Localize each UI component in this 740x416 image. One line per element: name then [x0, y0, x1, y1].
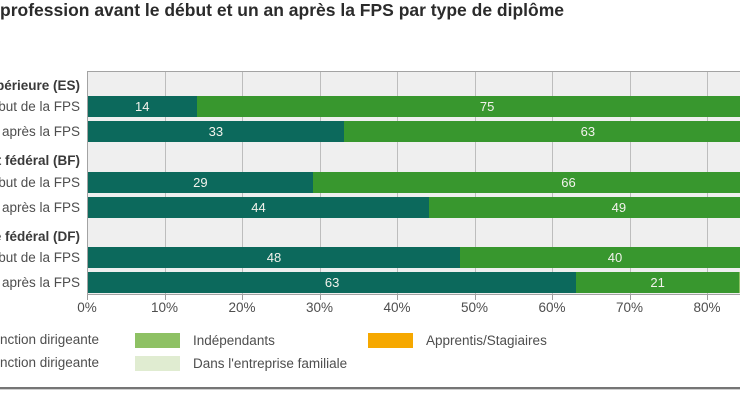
chart-title: profession avant le début et un an après… — [0, 0, 565, 20]
legend-label: Indépendants — [193, 332, 275, 348]
legend-item-fonction-dirigeante-2: nction dirigeante — [0, 354, 99, 370]
group-label: t fédéral (BF) — [0, 153, 80, 168]
group-label: e fédéral (DF) — [0, 229, 80, 244]
bar-segment-fonction_dirigeante_2: 21 — [576, 272, 739, 293]
legend-swatch — [135, 332, 180, 348]
axis-tick — [319, 295, 321, 300]
row-label: après la FPS — [1, 124, 80, 139]
x-tick-label: 60% — [538, 300, 566, 315]
legend-item-apprentis-stagiaires: Apprentis/Stagiaires — [368, 332, 547, 348]
bar-segment-fonction_dirigeante_2: 49 — [429, 197, 740, 218]
bottom-divider — [0, 387, 740, 390]
legend-label: nction dirigeante — [0, 331, 100, 347]
bar-segment-fonction_dirigeante_1: 29 — [88, 172, 313, 193]
legend-item-entreprise-familiale: Dans l'entreprise familiale — [135, 355, 347, 371]
row-label: après la FPS — [1, 200, 80, 215]
axis-tick — [242, 295, 243, 300]
legend-swatch — [135, 355, 180, 371]
x-tick-label: 20% — [228, 300, 256, 315]
x-tick-label: 50% — [460, 300, 489, 315]
axis-tick — [707, 295, 708, 300]
legend-label: nction dirigeante — [0, 354, 100, 370]
axis-tick — [87, 295, 88, 300]
axis-tick — [397, 295, 398, 300]
bar-segment-fonction_dirigeante_1: 44 — [88, 197, 429, 218]
row-label: but de la FPS — [0, 250, 80, 265]
axis-tick — [474, 295, 476, 300]
row-label: but de la FPS — [0, 99, 80, 114]
x-tick-label: 40% — [383, 300, 411, 315]
legend-item-independants: Indépendants — [135, 332, 275, 348]
bar-segment-fonction_dirigeante_2: 40 — [460, 247, 740, 268]
axis-tick — [629, 295, 631, 300]
x-tick-label: 10% — [150, 300, 179, 315]
x-tick-label: 0% — [77, 300, 97, 315]
x-tick-label: 80% — [693, 300, 721, 315]
x-tick-label: 70% — [615, 300, 644, 315]
group-label: périeure (ES) — [0, 78, 80, 93]
legend-swatch — [368, 332, 413, 348]
bar-segment-fonction_dirigeante_1: 14 — [88, 96, 197, 117]
bar-segment-fonction_dirigeante_1: 63 — [88, 272, 577, 293]
row-label: après la FPS — [1, 275, 80, 290]
bar-segment-fonction_dirigeante_2: 66 — [312, 172, 740, 193]
bar-segment-fonction_dirigeante_2: 63 — [343, 121, 740, 142]
axis-tick — [164, 295, 166, 300]
bar-segment-fonction_dirigeante_1: 48 — [88, 247, 460, 268]
x-tick-label: 30% — [305, 300, 334, 315]
legend-label: Dans l'entreprise familiale — [193, 355, 348, 371]
axis-tick — [552, 295, 553, 300]
bar-segment-fonction_dirigeante_1: 33 — [88, 121, 344, 142]
bar-segment-fonction_dirigeante_2: 75 — [196, 96, 740, 117]
legend-label: Apprentis/Stagiaires — [426, 332, 547, 348]
legend-item-fonction-dirigeante-1: nction dirigeante — [0, 331, 99, 347]
row-label: but de la FPS — [0, 175, 80, 190]
